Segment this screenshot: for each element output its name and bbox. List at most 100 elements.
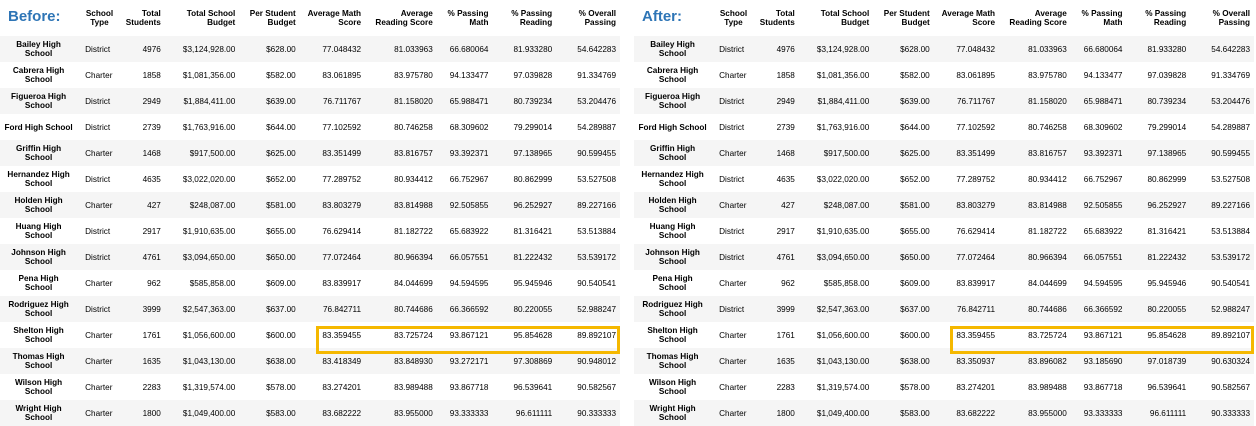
table-row: Hernandez High School District 4635 $3,022,… bbox=[634, 166, 1254, 192]
total-budget-cell: $1,319,574.00 bbox=[816, 382, 870, 392]
overall-pass-cell: 54.642283 bbox=[577, 44, 616, 54]
pass-math-cell: 66.752967 bbox=[449, 174, 489, 184]
avg-reading-cell: 83.725724 bbox=[1028, 330, 1067, 340]
pass-math-cell: 93.333333 bbox=[449, 408, 489, 418]
avg-reading-cell: 80.744686 bbox=[1028, 304, 1067, 314]
table-row: Johnson High School District 4761 $3,094,65… bbox=[634, 244, 1254, 270]
pass-math-cell: 94.594595 bbox=[449, 278, 489, 288]
per-student-budget-cell: $600.00 bbox=[266, 330, 296, 340]
total-budget-cell: $917,500.00 bbox=[823, 148, 870, 158]
per-student-budget-cell: $582.00 bbox=[266, 70, 296, 80]
table-row: Holden High School Charter 427 $248,087.00 $… bbox=[0, 192, 620, 218]
overall-pass-cell: 90.333333 bbox=[1211, 408, 1250, 418]
before-panel: School Type Total Students Total School … bbox=[0, 0, 620, 426]
pass-reading-cell: 95.945946 bbox=[513, 278, 553, 288]
school-type-cell: Charter bbox=[719, 278, 747, 288]
total-budget-cell: $917,500.00 bbox=[189, 148, 236, 158]
header-pass-reading: % Passing Reading bbox=[1145, 8, 1187, 28]
overall-pass-cell: 90.333333 bbox=[577, 408, 616, 418]
per-student-budget-cell: $582.00 bbox=[900, 70, 930, 80]
table-row: Johnson High School District 4761 $3,094,65… bbox=[0, 244, 620, 270]
per-student-budget-cell: $581.00 bbox=[266, 200, 296, 210]
avg-math-cell: 77.048432 bbox=[322, 44, 362, 54]
avg-reading-cell: 84.044699 bbox=[1028, 278, 1067, 288]
overall-pass-cell: 90.582567 bbox=[577, 382, 616, 392]
school-name-cell: Wright High School bbox=[649, 404, 696, 422]
pass-reading-cell: 80.220055 bbox=[1147, 304, 1187, 314]
table-row: Thomas High School Charter 1635 $1,043,130.… bbox=[634, 348, 1254, 374]
overall-pass-cell: 90.582567 bbox=[1211, 382, 1250, 392]
overall-pass-cell: 90.599455 bbox=[577, 148, 616, 158]
total-budget-cell: $1,884,411.00 bbox=[183, 96, 236, 106]
pass-reading-cell: 96.252927 bbox=[1147, 200, 1187, 210]
avg-math-cell: 83.682222 bbox=[322, 408, 362, 418]
avg-math-cell: 83.351499 bbox=[322, 148, 362, 158]
table-row: Griffin High School Charter 1468 $917,500.0… bbox=[634, 140, 1254, 166]
header-total-budget: Total School Budget bbox=[820, 8, 870, 28]
per-student-budget-cell: $625.00 bbox=[266, 148, 296, 158]
overall-pass-cell: 52.988247 bbox=[577, 304, 616, 314]
avg-math-cell: 76.711767 bbox=[956, 96, 996, 106]
header-pass-math: % Passing Math bbox=[447, 8, 489, 28]
table-row: Ford High School District 2739 $1,763,916.0… bbox=[0, 114, 620, 140]
table-row: Huang High School District 2917 $1,910,635.… bbox=[634, 218, 1254, 244]
pass-math-cell: 94.133477 bbox=[449, 70, 489, 80]
school-type-cell: Charter bbox=[719, 330, 747, 340]
school-type-cell: District bbox=[719, 44, 745, 54]
avg-reading-cell: 80.966394 bbox=[1028, 252, 1067, 262]
school-type-cell: Charter bbox=[719, 408, 747, 418]
table-row: Huang High School District 2917 $1,910,635.… bbox=[0, 218, 620, 244]
avg-reading-cell: 83.989488 bbox=[394, 382, 433, 392]
pass-math-cell: 66.366592 bbox=[1083, 304, 1123, 314]
overall-pass-cell: 89.227166 bbox=[1211, 200, 1250, 210]
total-students-cell: 1468 bbox=[776, 148, 795, 158]
per-student-budget-cell: $583.00 bbox=[266, 408, 296, 418]
header-avg-math: Average Math Score bbox=[307, 8, 362, 28]
overall-pass-cell: 91.334769 bbox=[577, 70, 616, 80]
pass-reading-cell: 80.220055 bbox=[513, 304, 553, 314]
header-row: School Type Total Students Total School … bbox=[0, 0, 620, 36]
school-type-cell: District bbox=[85, 122, 111, 132]
total-budget-cell: $1,043,130.00 bbox=[182, 356, 236, 366]
avg-reading-cell: 83.975780 bbox=[394, 70, 433, 80]
header-school-type: School Type bbox=[85, 8, 114, 28]
avg-reading-cell: 83.975780 bbox=[1028, 70, 1067, 80]
per-student-budget-cell: $578.00 bbox=[266, 382, 296, 392]
avg-reading-cell: 83.848930 bbox=[394, 356, 433, 366]
total-budget-cell: $248,087.00 bbox=[189, 200, 236, 210]
avg-math-cell: 83.351499 bbox=[956, 148, 996, 158]
total-students-cell: 1800 bbox=[776, 408, 795, 418]
per-student-budget-cell: $628.00 bbox=[266, 44, 296, 54]
total-students-cell: 1858 bbox=[142, 70, 161, 80]
avg-reading-cell: 83.816757 bbox=[394, 148, 433, 158]
pass-math-cell: 65.988471 bbox=[1083, 96, 1123, 106]
school-type-cell: District bbox=[719, 226, 745, 236]
pass-reading-cell: 81.222432 bbox=[513, 252, 553, 262]
table-row: Rodriguez High School District 3999 $2,547,… bbox=[0, 296, 620, 322]
pass-math-cell: 93.392371 bbox=[449, 148, 489, 158]
per-student-budget-cell: $650.00 bbox=[266, 252, 296, 262]
table-row: Thomas High School Charter 1635 $1,043,130.… bbox=[0, 348, 620, 374]
total-budget-cell: $1,884,411.00 bbox=[817, 96, 870, 106]
pass-reading-cell: 79.299014 bbox=[1147, 122, 1187, 132]
table-body: Bailey High School District 4976 $3,124,928… bbox=[0, 36, 620, 426]
pass-math-cell: 93.392371 bbox=[1083, 148, 1123, 158]
total-students-cell: 427 bbox=[147, 200, 161, 210]
total-budget-cell: $2,547,363.00 bbox=[816, 304, 870, 314]
pass-reading-cell: 96.252927 bbox=[513, 200, 553, 210]
table-row: Ford High School District 2739 $1,763,916.0… bbox=[634, 114, 1254, 140]
pass-math-cell: 93.867718 bbox=[449, 382, 489, 392]
school-name-cell: Ford High School bbox=[4, 122, 73, 132]
total-budget-cell: $3,094,650.00 bbox=[816, 252, 870, 262]
school-type-cell: Charter bbox=[85, 148, 113, 158]
header-overall-pass: % Overall Passing bbox=[1212, 8, 1250, 28]
total-budget-cell: $1,056,600.00 bbox=[816, 330, 870, 340]
school-type-cell: Charter bbox=[719, 356, 747, 366]
avg-math-cell: 77.048432 bbox=[956, 44, 996, 54]
total-students-cell: 1635 bbox=[142, 356, 161, 366]
pass-math-cell: 94.594595 bbox=[1083, 278, 1123, 288]
school-name-cell: Thomas High School bbox=[646, 352, 699, 370]
school-type-cell: Charter bbox=[85, 382, 113, 392]
avg-reading-cell: 81.033963 bbox=[394, 44, 433, 54]
school-name-cell: Wilson High School bbox=[648, 378, 697, 396]
